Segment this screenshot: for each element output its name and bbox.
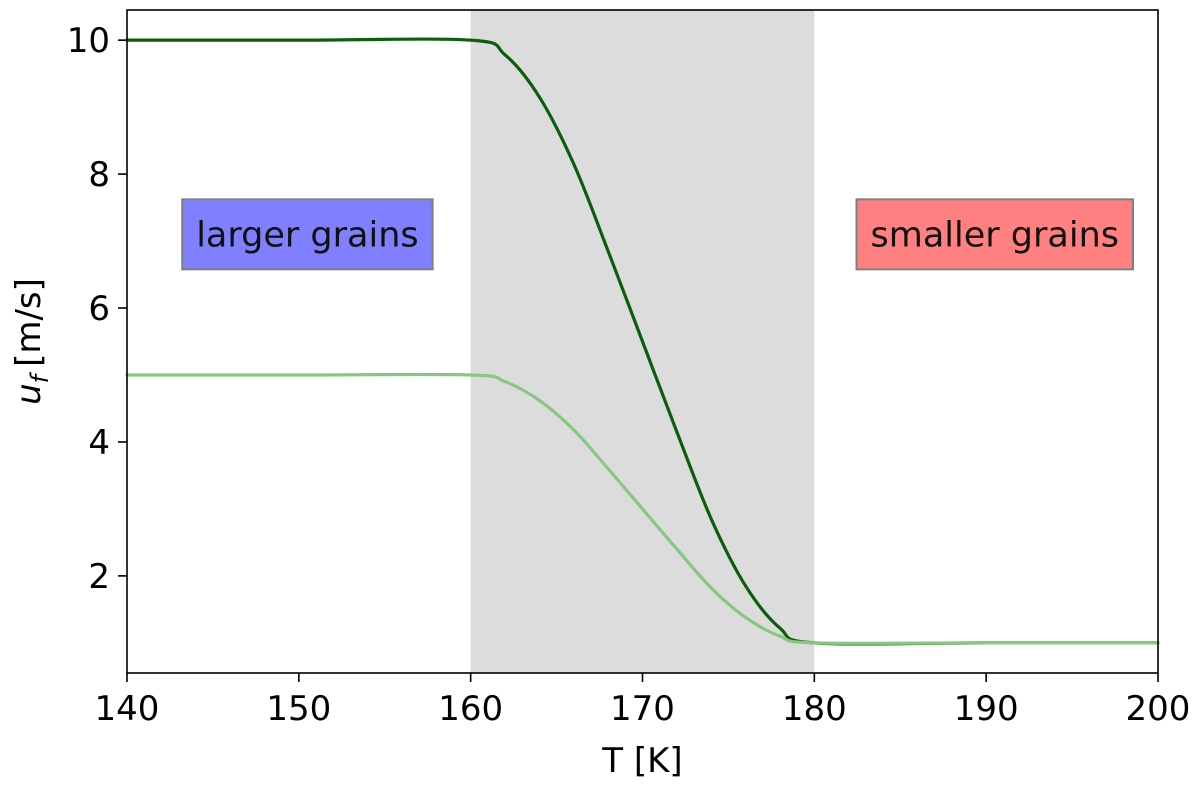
x-tick-label: 190 <box>954 689 1019 729</box>
series-line-2 <box>125 372 1160 645</box>
x-tick-label: 160 <box>438 689 503 729</box>
x-axis-ticks: 140 150 160 170 180 190 200 <box>95 673 1191 729</box>
annotation-label: larger grains <box>196 215 418 255</box>
y-axis-label-unit: [m/s] <box>9 278 49 367</box>
annotation-1: larger grains <box>181 198 434 271</box>
x-tick-label: 200 <box>1126 689 1191 729</box>
y-axis-label-subscript: f <box>26 371 54 383</box>
y-tick-label: 6 <box>88 289 110 329</box>
annotation-label: smaller grains <box>871 215 1119 255</box>
y-axis-ticks: 2 4 6 8 10 <box>67 21 127 597</box>
x-tick-label: 180 <box>782 689 847 729</box>
y-tick-label: 4 <box>88 423 110 463</box>
annotation-2: smaller grains <box>855 198 1135 271</box>
x-tick-label: 150 <box>266 689 331 729</box>
annotations: larger grains smaller grains <box>181 198 1135 271</box>
y-axis-label-symbol: u <box>9 383 49 405</box>
y-axis-label: uf [m/s] <box>9 278 54 405</box>
x-tick-label: 140 <box>95 689 160 729</box>
y-tick-label: 2 <box>88 557 110 597</box>
y-tick-label: 10 <box>67 21 110 61</box>
y-tick-label: 8 <box>88 155 110 195</box>
series-lines <box>125 37 1160 646</box>
annotation-box <box>181 198 434 271</box>
x-tick-label: 170 <box>610 689 675 729</box>
annotation-box <box>855 198 1135 271</box>
x-axis-label: T [K] <box>601 741 682 781</box>
